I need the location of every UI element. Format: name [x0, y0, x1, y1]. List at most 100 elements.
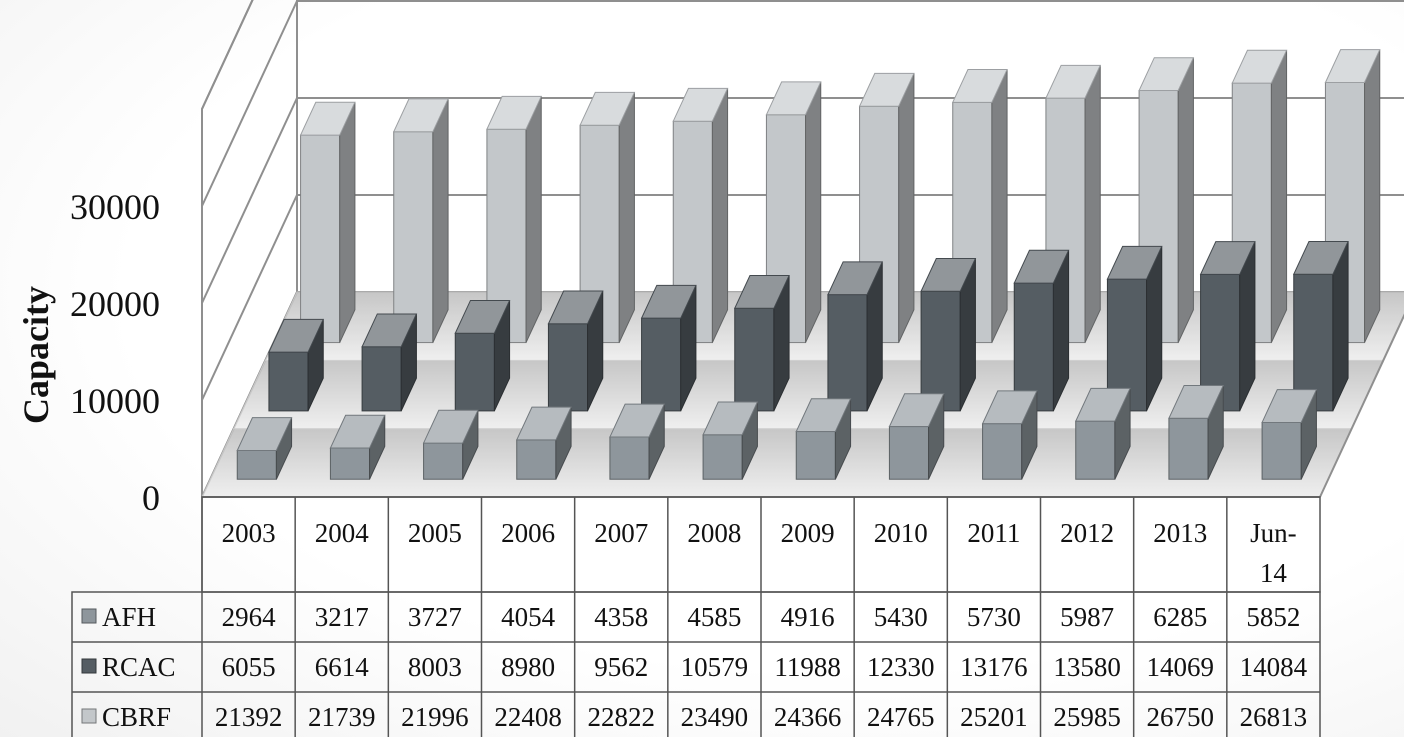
bar-top	[1045, 64, 1102, 99]
bar-rcac-2011	[1013, 249, 1070, 412]
bar-top	[1261, 389, 1318, 423]
bar-side	[525, 96, 542, 343]
data-label: 25985	[1053, 702, 1121, 732]
bar-top	[236, 417, 293, 451]
bar-top	[795, 398, 852, 433]
bar-top	[361, 313, 418, 348]
bar-rcac-2005	[454, 299, 511, 412]
bar-top	[547, 290, 604, 325]
data-label: 21392	[215, 702, 283, 732]
bar-top	[422, 409, 479, 444]
bar-top	[672, 87, 729, 122]
bar-top	[515, 406, 572, 441]
bar-cbrf-2006	[579, 91, 636, 344]
bar-side	[805, 81, 822, 343]
legend-key-afh	[81, 608, 97, 624]
bar-afh-2008	[702, 401, 759, 480]
x-tick-label: 2007	[594, 518, 648, 548]
data-label: 21739	[308, 702, 376, 732]
bar-front	[547, 323, 589, 412]
bar-top	[1292, 240, 1349, 275]
gridline-side	[201, 97, 298, 304]
bar-top	[579, 91, 636, 126]
bar-cbrf-2003	[299, 101, 356, 344]
data-label: 5430	[874, 602, 928, 632]
data-label: 9562	[594, 652, 648, 682]
bar-front	[454, 332, 495, 412]
bar-top	[951, 69, 1008, 103]
data-label: 22822	[588, 702, 656, 732]
bar-afh-2009	[795, 398, 852, 480]
x-tick-label: 2012	[1060, 518, 1114, 548]
x-tick-label: 2009	[781, 518, 835, 548]
bar-front	[1261, 421, 1302, 480]
bar-front	[236, 449, 277, 480]
bar-rcac-2003	[268, 318, 325, 412]
bar-cbrf-2013	[1231, 49, 1288, 344]
bar-rcac-2004	[361, 313, 418, 412]
bar-rcac-2009	[827, 261, 884, 412]
x-tick-label: 2006	[501, 518, 555, 548]
bar-afh-2011	[981, 390, 1038, 480]
bar-front	[516, 439, 557, 480]
data-label: 11988	[774, 652, 841, 682]
x-tick-label: 2005	[408, 518, 462, 548]
legend-label-cbrf: CBRF	[102, 702, 171, 732]
y-tick-label: 30000	[70, 187, 160, 227]
chart-bars	[236, 49, 1381, 480]
bar-cbrf-Jun-14	[1324, 49, 1381, 344]
bar-side	[618, 92, 635, 343]
data-label: 5852	[1246, 602, 1300, 632]
data-label: 13580	[1053, 652, 1121, 682]
x-tick-label: 2011	[967, 518, 1020, 548]
data-label: 4585	[687, 602, 741, 632]
bar-side	[1364, 49, 1381, 343]
bar-front	[641, 317, 682, 412]
bar-front	[361, 346, 402, 412]
bar-rcac-2010	[920, 257, 977, 412]
bar-rcac-Jun-14	[1292, 240, 1349, 412]
data-label: 5987	[1060, 602, 1114, 632]
bar-front	[827, 294, 868, 412]
bar-front	[1168, 417, 1209, 480]
data-label: 14069	[1147, 652, 1215, 682]
x-tick-label: 2008	[687, 518, 741, 548]
bar-afh-2010	[888, 393, 945, 480]
x-tick-label: 2013	[1153, 518, 1207, 548]
legend-key-rcac	[81, 658, 97, 674]
bar-front	[920, 290, 961, 412]
bar-top	[1199, 241, 1256, 275]
data-label: 23490	[681, 702, 749, 732]
data-label: 26750	[1147, 702, 1215, 732]
data-label: 5730	[967, 602, 1021, 632]
bar-top	[299, 101, 356, 136]
data-label: 14084	[1240, 652, 1308, 682]
data-label: 10579	[681, 652, 749, 682]
bar-front	[268, 351, 309, 412]
legend-key-cbrf	[81, 708, 97, 724]
bar-top	[1106, 245, 1163, 280]
bar-front	[329, 447, 371, 480]
bar-front	[982, 423, 1023, 480]
bar-rcac-2012	[1106, 245, 1163, 412]
y-axis-label: Capacity	[16, 286, 56, 424]
bar-top	[1324, 49, 1381, 83]
bar-top	[765, 81, 822, 116]
gridline-side	[201, 194, 298, 401]
bar-top	[640, 284, 697, 319]
bar-cbrf-2012	[1138, 57, 1195, 344]
data-label: 22408	[494, 702, 562, 732]
data-label: 26813	[1240, 702, 1308, 732]
bar-front	[1293, 273, 1334, 412]
bar-top	[609, 403, 666, 438]
x-tick-label: 2004	[315, 518, 370, 548]
bar-front	[888, 426, 930, 480]
bar-afh-Jun-14	[1261, 389, 1318, 480]
x-tick-label: 14	[1260, 558, 1288, 588]
bar-rcac-2006	[547, 290, 604, 412]
bar-afh-2003	[236, 417, 293, 480]
x-tick-label: 2003	[222, 518, 276, 548]
bar-top	[920, 257, 977, 292]
